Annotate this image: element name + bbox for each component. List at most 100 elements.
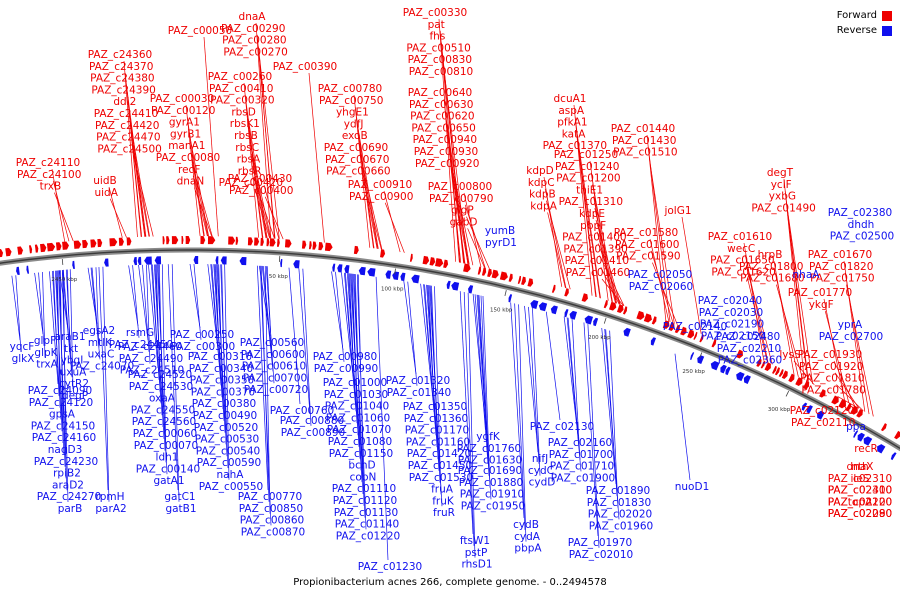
- reverse-gene-label: PAZ_c00890: [281, 427, 345, 439]
- reverse-label-leader: [674, 353, 691, 481]
- reverse-label-leader: [545, 311, 561, 421]
- reverse-gene-label: ldh1: [156, 452, 179, 464]
- reverse-gene-label: rpmH: [95, 491, 124, 503]
- forward-gene-88: [564, 288, 569, 297]
- reverse-gene-80: [508, 294, 513, 303]
- forward-gene-label: exoB: [342, 130, 368, 142]
- forward-gene-label: PAZ_c01460: [566, 267, 630, 279]
- reverse-gene-label: PAZ_c01450: [408, 460, 472, 472]
- reverse-gene-label: PAZ_c24530: [129, 381, 193, 393]
- reverse-gene-label: cydC: [528, 465, 554, 477]
- reverse-gene-label: PAZ_c01690: [458, 465, 522, 477]
- reverse-gene-label: PAZ_c01900: [551, 472, 615, 484]
- reverse-gene-118: [743, 375, 751, 384]
- forward-gene-label: PAZ_c00330: [403, 7, 467, 19]
- forward-gene-label: PAZ_c00650: [411, 122, 475, 134]
- reverse-gene-14: [72, 260, 75, 270]
- reverse-label-leader: [15, 275, 22, 352]
- forward-label-leader: [783, 178, 805, 380]
- forward-label-leader: [54, 192, 74, 242]
- forward-label-leader: [252, 165, 271, 239]
- forward-label-leader: [467, 228, 485, 268]
- forward-label-leader: [356, 118, 379, 249]
- forward-gene-10: [40, 243, 47, 253]
- reverse-gene-63: [400, 272, 406, 282]
- reverse-label-leader: [213, 264, 225, 421]
- forward-gene-label: PAZ_c00810: [409, 66, 473, 78]
- reverse-label-leader: [356, 274, 367, 530]
- forward-gene-label: PAZ_c01310: [559, 196, 623, 208]
- forward-gene-label: PAZ_c00750: [319, 95, 383, 107]
- reverse-gene-label: PAZ_c00720: [244, 384, 308, 396]
- forward-gene-label: PAZ_c00320: [210, 95, 274, 107]
- reverse-gene-label: PAZ_c02130: [530, 421, 594, 433]
- reverse-gene-label: PAZ_c24560: [132, 416, 196, 428]
- forward-gene-label: PAZ_c01800: [739, 261, 803, 273]
- forward-label-leader: [593, 196, 613, 302]
- reverse-gene-56: [344, 265, 350, 274]
- reverse-gene-label: PAZ_c00140: [136, 463, 200, 475]
- forward-gene-label: ykgF: [809, 299, 834, 311]
- reverse-gene-label: yprA: [838, 319, 863, 331]
- forward-gene-78: [499, 271, 508, 281]
- forward-gene-16: [82, 239, 88, 249]
- reverse-gene-65: [411, 274, 420, 284]
- forward-label-leader: [438, 18, 457, 262]
- forward-gene-label: PAZ_c00910: [348, 179, 412, 191]
- reverse-gene-label: PAZ_c01350: [403, 401, 467, 413]
- reverse-label-leader: [189, 263, 201, 329]
- forward-gene-8: [29, 245, 33, 254]
- reverse-gene-label: PAZ_c02050: [628, 269, 692, 281]
- forward-gene-40: [247, 237, 253, 246]
- forward-gene-label: dnaA: [239, 11, 267, 23]
- reverse-gene-label: PAZ_c02160: [548, 437, 612, 449]
- reverse-gene-label: uxaC: [88, 349, 115, 361]
- forward-label-leader: [844, 272, 870, 415]
- forward-gene-label: kdpA: [530, 200, 557, 212]
- forward-gene-label: ddl2: [113, 96, 136, 108]
- reverse-label-leader: [61, 270, 69, 503]
- reverse-gene-label: PAZ_c00060: [133, 428, 197, 440]
- reverse-gene-label: PAZ_c02500: [830, 231, 894, 243]
- reverse-gene-label: PAZ_c24150: [31, 420, 95, 432]
- reverse-label-leader: [146, 264, 151, 364]
- reverse-gene-label: nifJ: [532, 453, 548, 465]
- forward-gene-label: PAZ_c01770: [788, 287, 852, 299]
- reverse-gene-label: PAZ_c24230: [34, 456, 98, 468]
- forward-gene-106: [680, 326, 687, 336]
- forward-gene-28: [166, 236, 170, 245]
- reverse-label-leader: [65, 269, 73, 378]
- forward-gene-50: [308, 241, 312, 250]
- forward-gene-label: PAZ_c00930: [414, 146, 478, 158]
- reverse-gene-label: PAZ_c00550: [199, 481, 263, 493]
- reverse-label-leader: [55, 270, 65, 455]
- forward-gene-6: [17, 246, 24, 255]
- forward-label-leader: [362, 177, 382, 250]
- reverse-gene-138: [853, 430, 859, 438]
- legend-reverse-swatch: [882, 25, 892, 36]
- reverse-gene-144: [890, 452, 897, 461]
- forward-gene-label: PAZ_c01750: [810, 273, 874, 285]
- reverse-gene-label: PAZ_c01030: [324, 389, 388, 401]
- reverse-gene-label: PAZ_c02140: [663, 321, 727, 333]
- reverse-label-leader: [477, 294, 492, 500]
- forward-gene-53: [324, 242, 333, 252]
- forward-gene-label: PAZ_c01400: [562, 232, 626, 244]
- forward-gene-label: fhs: [429, 31, 445, 43]
- forward-gene-107: [687, 329, 695, 339]
- reverse-gene-label: PAZ_c24160: [32, 432, 96, 444]
- forward-gene-label: rbsB: [234, 130, 258, 142]
- forward-gene-label: PAZ_c00800: [428, 181, 492, 193]
- reverse-label-leader: [38, 272, 45, 346]
- forward-gene-116: [736, 349, 743, 359]
- forward-gene-label: gyrA1: [169, 117, 200, 129]
- forward-gene-30: [181, 236, 184, 245]
- forward-gene-51: [312, 241, 317, 250]
- forward-gene-67: [429, 257, 436, 266]
- reverse-label-leader: [49, 271, 59, 385]
- reverse-label-leader: [261, 265, 274, 372]
- forward-gene-label: PAZ_c24380: [90, 73, 154, 85]
- reverse-gene-label: PAZ_c01910: [460, 489, 524, 501]
- forward-gene-label: dnaX: [847, 461, 874, 473]
- forward-gene-108: [693, 331, 698, 340]
